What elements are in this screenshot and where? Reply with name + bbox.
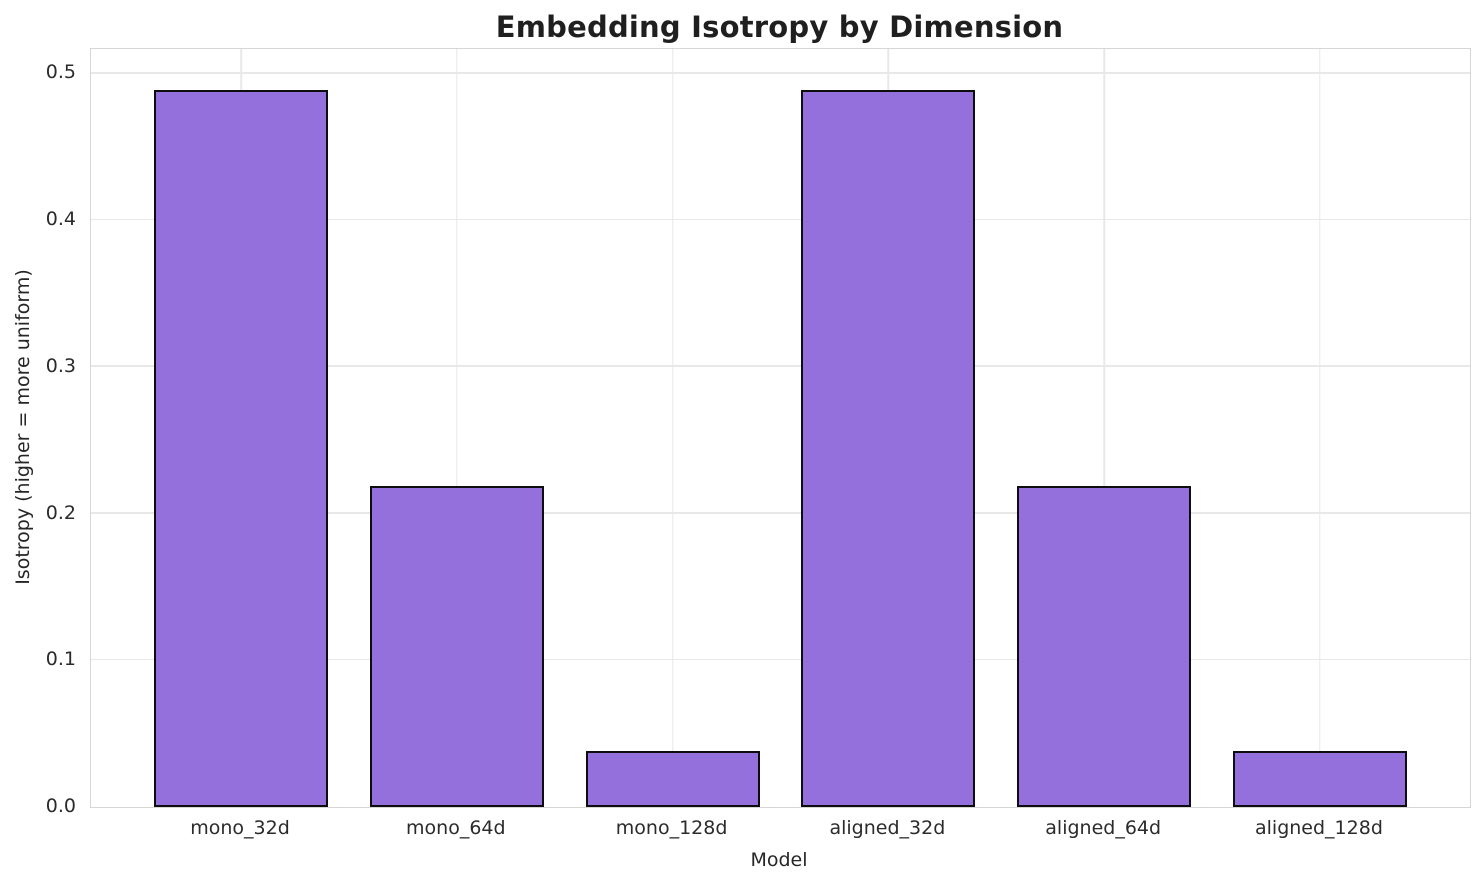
plot-area <box>90 48 1471 808</box>
bar-aligned_32d <box>801 89 976 807</box>
bar-mono_32d <box>154 89 329 807</box>
y-tick-label: 0.1 <box>45 648 76 671</box>
y-gridline <box>91 218 1470 221</box>
x-gridline <box>1103 49 1105 807</box>
bar-aligned_64d <box>1017 485 1192 807</box>
y-gridline <box>91 658 1470 661</box>
x-tick-label: aligned_32d <box>829 817 946 839</box>
y-tick-label: 0.4 <box>45 208 76 231</box>
x-tick-label: mono_64d <box>406 817 506 839</box>
y-axis-label: Isotropy (higher = more uniform) <box>12 269 34 585</box>
y-gridline <box>91 365 1470 367</box>
x-gridline <box>1319 49 1321 807</box>
x-gridline <box>671 49 674 807</box>
bar-aligned_128d <box>1232 751 1407 807</box>
x-gridline <box>456 49 458 807</box>
y-tick-label: 0.0 <box>45 795 76 817</box>
x-tick-label: mono_128d <box>615 817 728 839</box>
x-tick-label: mono_32d <box>190 817 290 839</box>
y-tick-label: 0.3 <box>45 354 76 377</box>
bar-mono_128d <box>585 751 760 807</box>
y-tick-label: 0.2 <box>45 501 76 524</box>
x-tick-label: aligned_128d <box>1255 817 1383 839</box>
bar-mono_64d <box>369 485 544 807</box>
y-gridline <box>91 72 1470 74</box>
y-tick-label: 0.5 <box>45 61 76 84</box>
y-gridline <box>91 512 1470 514</box>
chart-title: Embedding Isotropy by Dimension <box>495 10 1064 44</box>
x-axis-label: Model <box>750 849 808 871</box>
x-tick-label: aligned_64d <box>1045 817 1162 839</box>
